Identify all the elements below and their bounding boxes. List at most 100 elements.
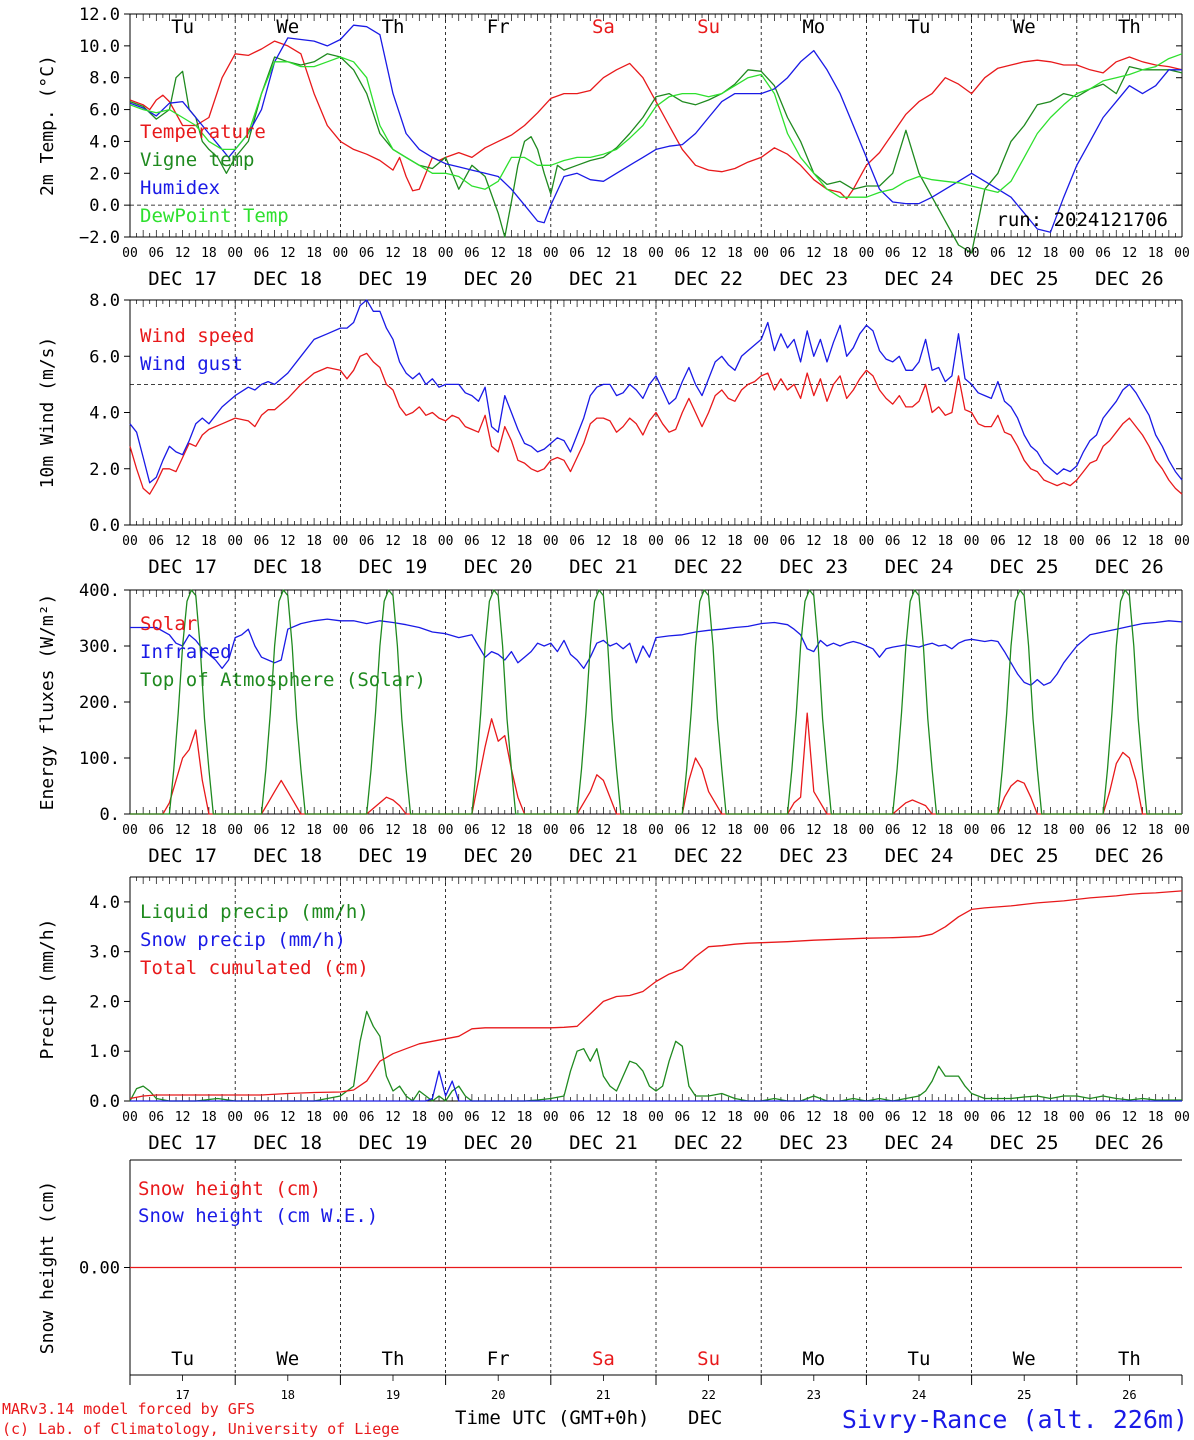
hour-tick-label: 00 bbox=[753, 534, 769, 549]
hour-tick-label: 00 bbox=[859, 1110, 875, 1125]
y-tick-label: 12.0 bbox=[79, 5, 120, 25]
hour-tick-label: 18 bbox=[517, 534, 533, 549]
date-label: DEC 21 bbox=[569, 845, 638, 867]
date-label: DEC 24 bbox=[885, 1132, 954, 1154]
date-label: DEC 22 bbox=[674, 556, 743, 578]
hour-tick-label: 18 bbox=[411, 246, 427, 261]
run-label: run: 2024121706 bbox=[996, 209, 1168, 231]
y-tick-label: 6.0 bbox=[89, 347, 120, 367]
hour-tick-label: 06 bbox=[359, 534, 375, 549]
date-label: DEC 25 bbox=[990, 268, 1059, 290]
y-tick-label: 0.0 bbox=[89, 516, 120, 536]
hour-tick-label: 18 bbox=[411, 534, 427, 549]
hour-tick-label: 18 bbox=[306, 246, 322, 261]
hour-tick-label: 00 bbox=[1174, 246, 1190, 261]
hour-tick-label: 12 bbox=[490, 246, 506, 261]
weekday-label: Tu bbox=[908, 16, 931, 38]
y-tick-label: 2.0 bbox=[89, 460, 120, 480]
y-axis-label: Precip (mm/h) bbox=[37, 919, 58, 1060]
hour-tick-label: 06 bbox=[990, 823, 1006, 838]
hour-tick-label: 18 bbox=[517, 1110, 533, 1125]
date-label: DEC 25 bbox=[990, 845, 1059, 867]
weekday-label: We bbox=[276, 16, 299, 38]
hour-tick-label: 06 bbox=[990, 1110, 1006, 1125]
hour-tick-label: 18 bbox=[937, 246, 953, 261]
hour-tick-label: 00 bbox=[964, 246, 980, 261]
y-tick-label: 200. bbox=[79, 693, 120, 713]
date-label: DEC 17 bbox=[148, 268, 217, 290]
hour-tick-label: 18 bbox=[517, 246, 533, 261]
hour-tick-label: 18 bbox=[937, 534, 953, 549]
hour-tick-label: 06 bbox=[885, 246, 901, 261]
hour-tick-label: 06 bbox=[885, 534, 901, 549]
date-label: DEC 22 bbox=[674, 268, 743, 290]
legend-entry: Wind speed bbox=[140, 325, 254, 347]
hour-tick-label: 00 bbox=[122, 246, 138, 261]
weekday-label: Fr bbox=[487, 16, 510, 38]
hour-tick-label: 00 bbox=[1069, 823, 1085, 838]
hour-tick-label: 18 bbox=[622, 823, 638, 838]
hour-tick-label: 18 bbox=[306, 823, 322, 838]
series-line-dewpoint-temp bbox=[129, 53, 1183, 198]
hour-tick-label: 18 bbox=[832, 534, 848, 549]
hour-tick-label: 18 bbox=[201, 1110, 217, 1125]
hour-tick-label: 00 bbox=[438, 246, 454, 261]
hour-tick-label: 12 bbox=[385, 246, 401, 261]
y-tick-label: 0.0 bbox=[89, 1092, 120, 1112]
legend-entry: Solar bbox=[140, 613, 197, 635]
day-number-label: 23 bbox=[807, 1388, 821, 1402]
hour-tick-label: 18 bbox=[1148, 823, 1164, 838]
series-line-top-of-atmosphere-solar- bbox=[130, 589, 1182, 815]
hour-tick-label: 12 bbox=[701, 823, 717, 838]
hour-tick-label: 06 bbox=[1095, 534, 1111, 549]
hour-tick-label: 18 bbox=[937, 1110, 953, 1125]
day-number-label: 22 bbox=[701, 1388, 715, 1402]
hour-tick-label: 18 bbox=[1043, 1110, 1059, 1125]
hour-tick-label: 06 bbox=[674, 1110, 690, 1125]
date-label: DEC 21 bbox=[569, 1132, 638, 1154]
hour-tick-label: 00 bbox=[1174, 534, 1190, 549]
hour-tick-label: 18 bbox=[1043, 534, 1059, 549]
hour-tick-label: 18 bbox=[306, 534, 322, 549]
hour-tick-label: 18 bbox=[1148, 1110, 1164, 1125]
date-label: DEC 22 bbox=[674, 1132, 743, 1154]
hour-tick-label: 06 bbox=[990, 534, 1006, 549]
hour-tick-label: 06 bbox=[569, 823, 585, 838]
hour-tick-label: 00 bbox=[227, 246, 243, 261]
hour-tick-label: 12 bbox=[806, 534, 822, 549]
hour-tick-label: 00 bbox=[122, 823, 138, 838]
y-tick-label: 3.0 bbox=[89, 943, 120, 963]
weekday-label: Mo bbox=[802, 1348, 825, 1370]
y-tick-label: 8.0 bbox=[89, 69, 120, 89]
weekday-label: Tu bbox=[171, 1348, 194, 1370]
date-label: DEC 21 bbox=[569, 556, 638, 578]
hour-tick-label: 00 bbox=[227, 823, 243, 838]
weekday-label: Th bbox=[382, 16, 405, 38]
hour-tick-label: 12 bbox=[701, 534, 717, 549]
hour-tick-label: 18 bbox=[832, 823, 848, 838]
panel-1: −2.0 0.0 2.0 4.0 6.0 8.0 10.0 12.0 2m Temp. (°C)… bbox=[37, 5, 1190, 290]
hour-tick-label: 12 bbox=[596, 246, 612, 261]
date-label: DEC 25 bbox=[990, 556, 1059, 578]
hour-tick-label: 06 bbox=[464, 534, 480, 549]
hour-tick-label: 00 bbox=[1174, 823, 1190, 838]
date-label: DEC 18 bbox=[253, 845, 322, 867]
date-label: DEC 24 bbox=[885, 556, 954, 578]
hour-tick-label: 12 bbox=[1122, 534, 1138, 549]
hour-tick-label: 06 bbox=[254, 246, 270, 261]
hour-tick-label: 18 bbox=[832, 1110, 848, 1125]
hour-tick-label: 12 bbox=[806, 246, 822, 261]
hour-tick-label: 00 bbox=[543, 1110, 559, 1125]
hour-tick-label: 00 bbox=[1069, 534, 1085, 549]
hour-tick-label: 06 bbox=[569, 534, 585, 549]
hour-tick-label: 18 bbox=[1148, 246, 1164, 261]
hour-tick-label: 18 bbox=[832, 246, 848, 261]
y-axis-label: Snow height (cm) bbox=[37, 1181, 58, 1354]
series-line-humidex bbox=[129, 24, 1182, 233]
y-axis-label: Energy fluxes (W/m²) bbox=[37, 594, 58, 811]
date-label: DEC 20 bbox=[464, 1132, 533, 1154]
hour-tick-label: 18 bbox=[727, 823, 743, 838]
hour-tick-label: 12 bbox=[490, 534, 506, 549]
hour-tick-label: 00 bbox=[964, 534, 980, 549]
hour-tick-label: 06 bbox=[148, 246, 164, 261]
